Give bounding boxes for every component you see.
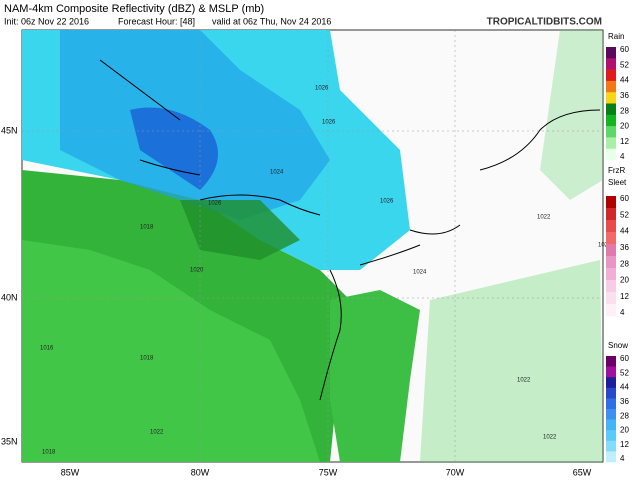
isobar-label: 1016 bbox=[40, 346, 54, 352]
legend-tick-label: 36 bbox=[620, 397, 629, 406]
legend-swatch bbox=[606, 256, 616, 269]
legend-tick-label: 44 bbox=[620, 76, 629, 85]
legend-tick-label: 52 bbox=[620, 368, 629, 377]
legend-swatch bbox=[606, 440, 616, 452]
green-coastal bbox=[330, 290, 420, 462]
legend-swatch bbox=[606, 114, 616, 127]
legend-tick-label: 36 bbox=[620, 243, 629, 252]
legend-swatch bbox=[606, 451, 616, 463]
legend-swatch bbox=[606, 220, 616, 233]
deep-blue-area bbox=[130, 107, 218, 190]
isobar-label: 1018 bbox=[140, 225, 154, 231]
legend-label: FrzR bbox=[608, 166, 626, 175]
legend: Rain605244362820124FrzRSleet605244362820… bbox=[606, 32, 629, 463]
lat-label: 45N bbox=[1, 125, 18, 135]
legend-tick-label: 60 bbox=[620, 194, 629, 203]
legend-swatch bbox=[606, 137, 616, 149]
legend-swatch bbox=[606, 387, 616, 399]
legend-swatch bbox=[606, 430, 616, 442]
legend-swatch bbox=[606, 47, 616, 59]
legend-swatch bbox=[606, 103, 616, 116]
isobar-labels: 1026 1026 1024 1026 1018 1020 1026 1024 1022 1022… bbox=[40, 86, 612, 456]
legend-label: Rain bbox=[608, 32, 624, 41]
isobar-label: 1020 bbox=[190, 268, 204, 274]
isobar-label: 1022 bbox=[517, 378, 531, 384]
legend-swatch bbox=[606, 419, 616, 431]
lon-label: 70W bbox=[446, 467, 465, 477]
legend-tick-label: 52 bbox=[620, 210, 629, 219]
legend-swatch bbox=[606, 196, 616, 209]
legend-label: Sleet bbox=[608, 178, 627, 187]
lon-label: 75W bbox=[319, 467, 338, 477]
lat-label: 40N bbox=[1, 292, 18, 302]
legend-tick-label: 20 bbox=[620, 426, 629, 435]
legend-tick-label: 4 bbox=[620, 308, 625, 317]
isobar-label: 1018 bbox=[140, 356, 154, 362]
green-north-patches bbox=[540, 30, 603, 200]
legend-tick-label: 4 bbox=[620, 454, 625, 463]
isobar-label: 1024 bbox=[270, 170, 284, 176]
isobar-label: 1022 bbox=[150, 430, 164, 436]
legend-swatch bbox=[606, 126, 616, 138]
graticule bbox=[22, 30, 603, 462]
legend-swatch bbox=[606, 92, 616, 104]
legend-tick-label: 4 bbox=[620, 152, 625, 161]
legend-swatch bbox=[606, 292, 616, 305]
lon-label: 80W bbox=[191, 467, 210, 477]
legend-swatch bbox=[606, 148, 616, 161]
legend-tick-label: 44 bbox=[620, 227, 629, 236]
isobar-label: 1026 bbox=[315, 86, 329, 92]
legend-tick-label: 60 bbox=[620, 45, 629, 54]
legend-tick-label: 12 bbox=[620, 137, 629, 146]
isobar-label: 1018 bbox=[42, 450, 56, 456]
init-time: Init: 06z Nov 22 2016 bbox=[4, 16, 89, 26]
legend-swatch bbox=[606, 268, 616, 281]
map-title: NAM-4km Composite Reflectivity (dBZ) & M… bbox=[4, 3, 264, 15]
map bbox=[21, 29, 604, 463]
isobar-label: 1024 bbox=[413, 270, 427, 276]
legend-tick-label: 36 bbox=[620, 91, 629, 100]
lon-label: 85W bbox=[61, 467, 80, 477]
isobar-label: 1026 bbox=[380, 199, 394, 205]
green-field-light bbox=[22, 240, 320, 462]
legend-swatch bbox=[606, 232, 616, 245]
legend-swatch bbox=[606, 208, 616, 221]
isobar-label: 1026 bbox=[322, 120, 336, 126]
legend-tick-label: 28 bbox=[620, 259, 629, 268]
legend-swatch bbox=[606, 280, 616, 293]
isobar-label: 1022 bbox=[537, 215, 551, 221]
legend-tick-label: 12 bbox=[620, 440, 629, 449]
isobar-label: 1022 bbox=[543, 435, 557, 441]
legend-swatch bbox=[606, 69, 616, 82]
legend-tick-label: 28 bbox=[620, 106, 629, 115]
coastlines bbox=[99, 59, 601, 401]
lat-label: 35N bbox=[1, 436, 18, 446]
legend-swatch bbox=[606, 398, 616, 410]
legend-swatch bbox=[606, 80, 616, 93]
isobar-label: 1024 bbox=[598, 243, 612, 249]
isobar-label: 1026 bbox=[208, 201, 222, 207]
legend-swatch bbox=[606, 304, 616, 317]
site-name: TROPICALTIDBITS.COM bbox=[487, 17, 602, 28]
legend-tick-label: 28 bbox=[620, 411, 629, 420]
legend-swatch bbox=[606, 244, 616, 257]
legend-tick-label: 52 bbox=[620, 60, 629, 69]
legend-tick-label: 12 bbox=[620, 292, 629, 301]
legend-tick-label: 60 bbox=[620, 354, 629, 363]
legend-swatch bbox=[606, 377, 616, 389]
valid-time: valid at 06z Thu, Nov 24 2016 bbox=[212, 16, 331, 26]
green-ocean-patches bbox=[420, 260, 603, 462]
legend-tick-label: 20 bbox=[620, 122, 629, 131]
forecast-hour: Forecast Hour: [48] bbox=[118, 16, 195, 26]
legend-swatch bbox=[606, 366, 616, 378]
legend-label: Snow bbox=[608, 341, 628, 350]
legend-tick-label: 20 bbox=[620, 276, 629, 285]
legend-tick-label: 44 bbox=[620, 383, 629, 392]
dark-green-area bbox=[180, 200, 300, 260]
legend-swatch bbox=[606, 356, 616, 367]
legend-swatch bbox=[606, 409, 616, 420]
lon-label: 65W bbox=[573, 467, 592, 477]
legend-swatch bbox=[606, 58, 616, 70]
